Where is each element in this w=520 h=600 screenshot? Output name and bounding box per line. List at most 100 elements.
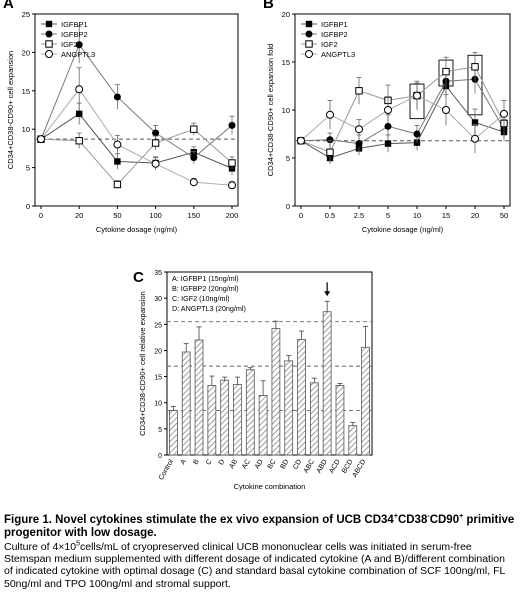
x-tick-label: 20 <box>75 211 83 220</box>
figure-caption-title: Figure 1. Novel cytokines stimulate the … <box>4 513 515 539</box>
data-point <box>114 158 121 165</box>
x-tick-label: D <box>218 459 227 467</box>
data-point <box>189 178 198 187</box>
x-tick-label: AB <box>228 458 239 470</box>
bar <box>297 339 306 456</box>
legend-marker <box>45 30 53 38</box>
y-tick-label: 15 <box>154 375 162 382</box>
data-point <box>355 140 363 148</box>
data-point <box>152 129 160 137</box>
x-tick-label: 0 <box>39 211 43 220</box>
arrow-head <box>324 291 331 297</box>
x-tick-label: ACD <box>328 459 341 475</box>
x-axis-title: Cytokine dosage (ng/ml) <box>96 225 178 234</box>
bar <box>361 346 370 456</box>
legend-label: IGF2 <box>61 40 78 49</box>
bar <box>258 394 268 456</box>
series-line <box>300 85 505 159</box>
data-point <box>228 121 236 129</box>
y-axis-title: CD34+CD38-CD90+ cell expansion fold <box>266 44 275 177</box>
bar <box>207 385 217 456</box>
data-point <box>413 130 421 138</box>
data-point <box>471 119 479 126</box>
y-tick-label: 20 <box>22 48 30 57</box>
series-line <box>40 43 233 159</box>
bar <box>309 382 319 456</box>
data-point <box>442 67 450 76</box>
series-line <box>40 113 233 169</box>
x-tick-label: 50 <box>500 211 508 220</box>
data-point <box>471 134 479 143</box>
y-tick-label: 30 <box>154 296 162 303</box>
y-tick-label: 20 <box>154 348 162 355</box>
bar <box>220 379 230 456</box>
series-line <box>300 78 505 145</box>
data-point <box>75 41 83 49</box>
y-tick-label: 25 <box>22 10 30 19</box>
legend-entry: D: ANGPTL3 (20ng/ml) <box>172 304 246 313</box>
data-point <box>326 110 334 119</box>
y-tick-label: 15 <box>282 58 290 67</box>
data-point <box>190 154 198 162</box>
bar <box>194 339 204 456</box>
plot-frame <box>34 13 239 207</box>
x-tick-label: CD <box>292 459 303 471</box>
y-tick-label: 5 <box>158 427 162 434</box>
panel-label: B <box>263 0 274 12</box>
data-point <box>113 140 122 149</box>
data-point <box>326 136 334 144</box>
legend-label: IGFBP1 <box>61 20 88 29</box>
legend-label: IGF2 <box>321 40 338 49</box>
x-axis-title: Cytokine dosage (ng/ml) <box>362 225 444 234</box>
legend-entry: C: IGF2 (10ng/ml) <box>172 294 230 303</box>
y-tick-label: 0 <box>26 202 30 211</box>
legend-marker <box>305 20 313 28</box>
legend-marker <box>45 40 53 48</box>
legend-marker <box>305 50 313 58</box>
data-point <box>151 159 160 168</box>
bar <box>284 360 294 456</box>
legend-marker <box>45 50 53 58</box>
x-tick-label: 150 <box>188 211 201 220</box>
data-point <box>355 125 363 134</box>
legend-label: IGFBP2 <box>321 30 348 39</box>
y-tick-label: 0 <box>286 202 290 211</box>
data-point <box>113 180 122 189</box>
plot-frame <box>166 271 373 456</box>
bar <box>233 384 242 456</box>
x-tick-label: 15 <box>442 211 450 220</box>
x-tick-label: BD <box>280 459 291 471</box>
legend-label: IGFBP1 <box>321 20 348 29</box>
x-tick-label: AC <box>241 459 252 471</box>
legend-label: IGFBP2 <box>61 30 88 39</box>
y-axis-title: CD34+CD38-CD90+ cell expansion <box>6 51 15 169</box>
y-tick-label: 5 <box>286 154 290 163</box>
data-point <box>500 109 508 118</box>
data-point <box>413 91 421 100</box>
x-tick-label: ABCD <box>352 459 368 479</box>
y-tick-label: 20 <box>282 10 290 19</box>
x-tick-label: BC <box>267 459 278 471</box>
y-axis-title: CD34+CD38-CD90+ cell relative expansion <box>138 291 147 436</box>
y-tick-label: 5 <box>26 164 30 173</box>
y-tick-label: 35 <box>154 270 162 277</box>
y-tick-label: 0 <box>158 453 162 460</box>
data-point <box>471 63 479 71</box>
bar <box>245 369 255 456</box>
x-tick-label: B <box>192 458 201 466</box>
data-point <box>190 125 198 133</box>
series-line <box>40 128 233 186</box>
x-tick-label: 0.5 <box>325 211 335 220</box>
x-axis-title: Cytokine combination <box>234 482 306 491</box>
x-tick-label: 50 <box>113 211 121 220</box>
bar <box>169 410 178 456</box>
series-line <box>300 95 505 142</box>
legend-entry: A: IGFBP1 (15ng/ml) <box>172 274 239 283</box>
x-tick-label: 20 <box>471 211 479 220</box>
x-tick-label: 10 <box>413 211 421 220</box>
data-point <box>37 135 45 144</box>
